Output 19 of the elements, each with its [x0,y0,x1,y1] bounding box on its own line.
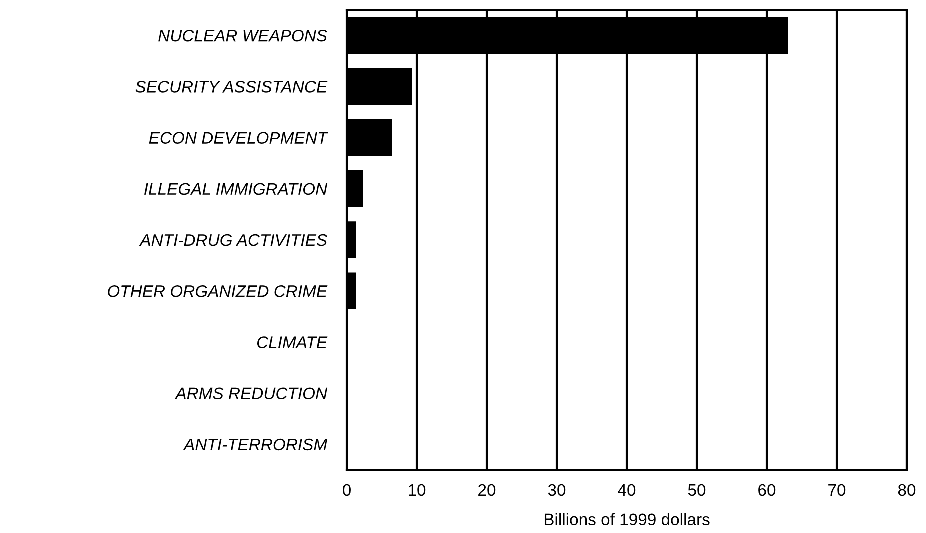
y-tick-label: NUCLEAR WEAPONS [158,30,328,42]
y-tick-label: SECURITY ASSISTANCE [136,81,328,93]
x-tick-label: 50 [688,484,706,496]
y-tick-label: ILLEGAL IMMIGRATION [144,183,328,196]
y-tick-label: ANTI-TERRORISM [183,438,328,451]
y-tick-label: CLIMATE [257,336,328,348]
y-tick-label: ANTI-DRUG ACTIVITIES [139,234,328,246]
x-tick-label: 20 [478,484,496,496]
x-tick-label: 10 [409,484,426,496]
x-tick-label: 60 [758,484,776,496]
y-tick-label: ECON DEVELOPMENT [149,132,329,144]
x-tick-label: 80 [898,484,916,496]
y-tick-label: OTHER ORGANIZED CRIME [108,286,328,298]
x-tick-label: 70 [828,484,846,496]
x-tick-label: 0 [343,484,351,496]
y-tick-label: ARMS REDUCTION [174,388,328,400]
x-axis-title: Billions of 1999 dollars [544,513,710,526]
x-tick-label: 40 [618,484,636,496]
x-tick-label: 30 [548,484,566,496]
